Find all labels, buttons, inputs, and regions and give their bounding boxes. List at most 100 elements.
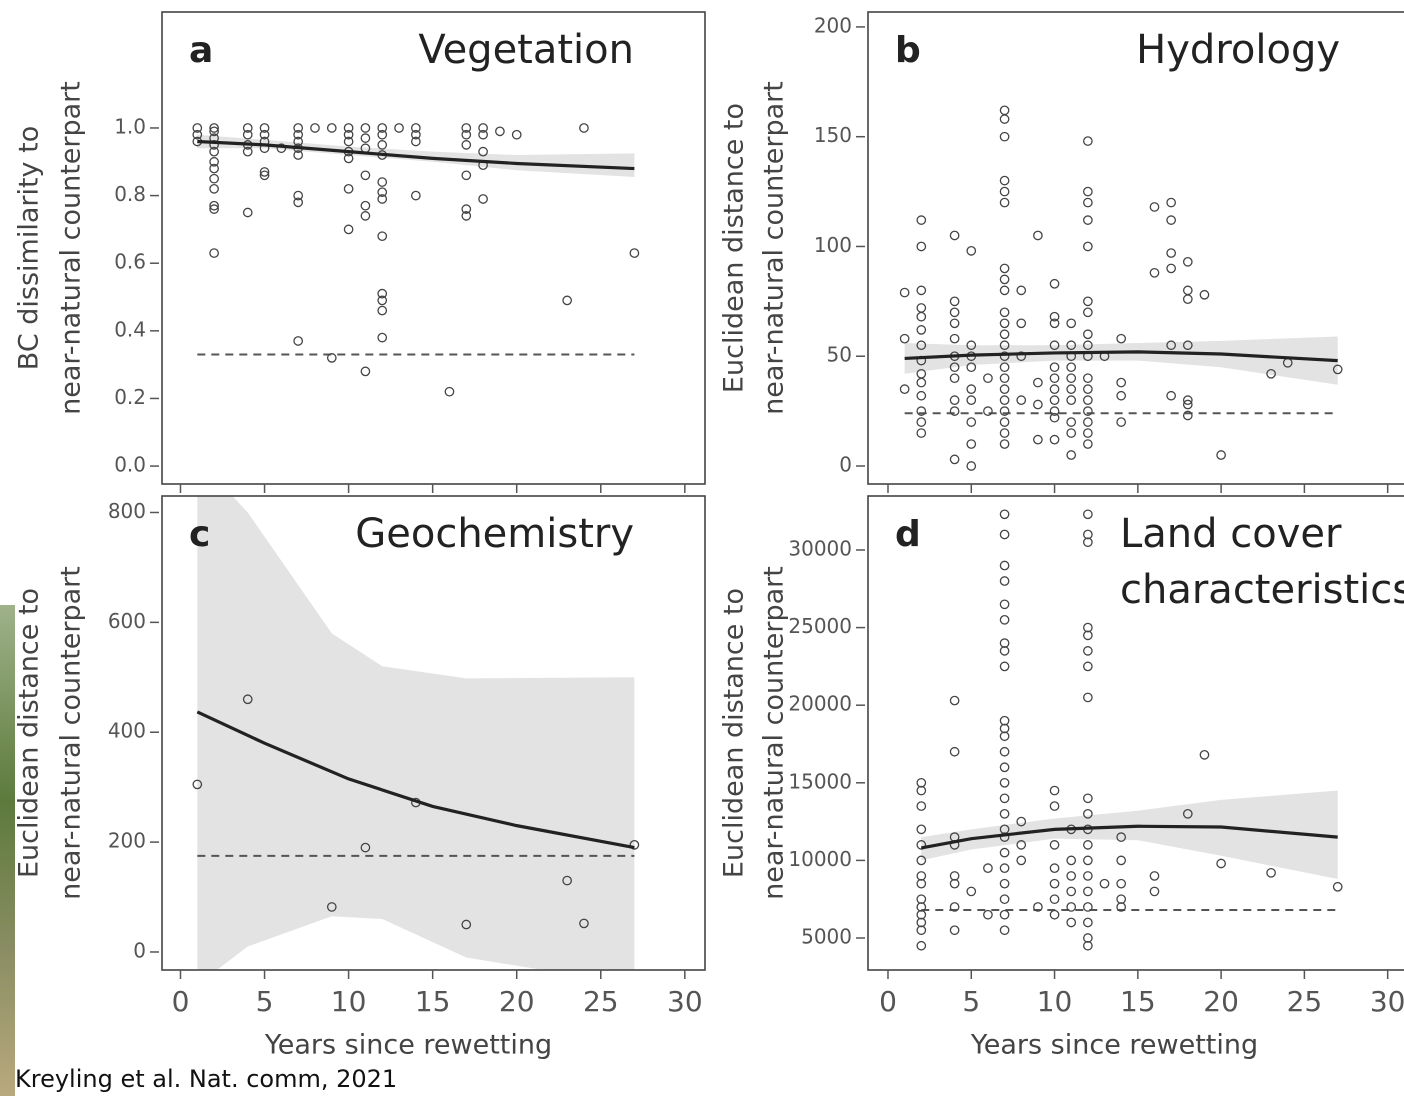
y-axis-label: near-natural counterpart — [759, 566, 790, 900]
data-point — [1000, 418, 1008, 426]
data-point — [1000, 848, 1008, 856]
data-point — [1000, 600, 1008, 608]
data-point — [1084, 374, 1092, 382]
data-point — [950, 748, 958, 756]
y-tick-label: 200 — [814, 13, 852, 37]
x-tick-label: 25 — [1287, 985, 1323, 1018]
data-point — [917, 802, 925, 810]
data-point — [395, 124, 403, 132]
data-point — [1084, 794, 1092, 802]
panel-letter: d — [895, 514, 921, 555]
data-point — [900, 288, 908, 296]
y-tick-label: 600 — [108, 609, 146, 633]
data-point — [1000, 187, 1008, 195]
data-point — [1000, 926, 1008, 934]
data-point — [900, 334, 908, 342]
y-tick-label: 50 — [827, 343, 852, 367]
data-point — [1117, 392, 1125, 400]
y-tick-label: 30000 — [788, 536, 852, 560]
data-point — [1034, 231, 1042, 239]
y-tick-label: 10000 — [788, 847, 852, 871]
data-point — [950, 297, 958, 305]
data-point — [294, 337, 302, 345]
panel-title: Vegetation — [418, 27, 634, 73]
data-point — [1084, 308, 1092, 316]
data-point — [1084, 856, 1092, 864]
data-point — [1084, 242, 1092, 250]
data-point — [1084, 297, 1092, 305]
data-point — [563, 296, 571, 304]
data-point — [1000, 106, 1008, 114]
data-point — [917, 313, 925, 321]
data-point — [1000, 794, 1008, 802]
data-point — [1000, 264, 1008, 272]
data-point — [1000, 810, 1008, 818]
data-point — [1050, 879, 1058, 887]
y-axis-label: Euclidean distance to — [14, 588, 45, 878]
plot-area — [193, 124, 638, 396]
data-point — [950, 696, 958, 704]
data-point — [412, 191, 420, 199]
data-point — [1084, 647, 1092, 655]
data-point — [1000, 577, 1008, 585]
data-point — [1084, 918, 1092, 926]
data-point — [917, 242, 925, 250]
data-point — [1117, 334, 1125, 342]
data-point — [462, 171, 470, 179]
data-point — [378, 333, 386, 341]
y-tick-label: 0.6 — [114, 250, 146, 274]
y-tick-label: 0 — [133, 938, 146, 962]
panel-letter: a — [189, 30, 213, 71]
data-point — [1067, 429, 1075, 437]
data-point — [1084, 662, 1092, 670]
data-point — [1000, 198, 1008, 206]
data-point — [513, 131, 521, 139]
y-tick-label: 20000 — [788, 692, 852, 716]
data-point — [1084, 418, 1092, 426]
data-point — [1000, 911, 1008, 919]
data-point — [1067, 872, 1075, 880]
data-point — [984, 911, 992, 919]
data-point — [1034, 435, 1042, 443]
data-point — [1167, 264, 1175, 272]
data-point — [630, 249, 638, 257]
data-point — [917, 326, 925, 334]
data-point — [1000, 779, 1008, 787]
y-tick-label: 400 — [108, 719, 146, 743]
data-point — [1267, 869, 1275, 877]
data-point — [1184, 258, 1192, 266]
data-point — [1017, 286, 1025, 294]
data-point — [1067, 385, 1075, 393]
data-point — [361, 171, 369, 179]
data-point — [1167, 198, 1175, 206]
data-point — [1050, 396, 1058, 404]
data-point — [950, 455, 958, 463]
panel-letter: b — [895, 30, 921, 71]
data-point — [950, 308, 958, 316]
data-point — [1167, 216, 1175, 224]
x-tick-label: 10 — [1037, 985, 1073, 1018]
data-point — [1000, 561, 1008, 569]
data-point — [1067, 319, 1075, 327]
data-point — [1000, 763, 1008, 771]
data-point — [1000, 308, 1008, 316]
data-point — [1050, 363, 1058, 371]
y-tick-label: 15000 — [788, 769, 852, 793]
data-point — [1000, 132, 1008, 140]
data-point — [1067, 887, 1075, 895]
data-point — [1067, 396, 1075, 404]
y-axis-label: BC dissimilarity to — [14, 126, 45, 370]
data-point — [210, 185, 218, 193]
data-point — [1084, 396, 1092, 404]
data-point — [1084, 330, 1092, 338]
data-point — [1050, 786, 1058, 794]
data-point — [1084, 187, 1092, 195]
data-point — [1084, 137, 1092, 145]
data-point — [1084, 198, 1092, 206]
data-point — [1150, 887, 1158, 895]
data-point — [1117, 378, 1125, 386]
